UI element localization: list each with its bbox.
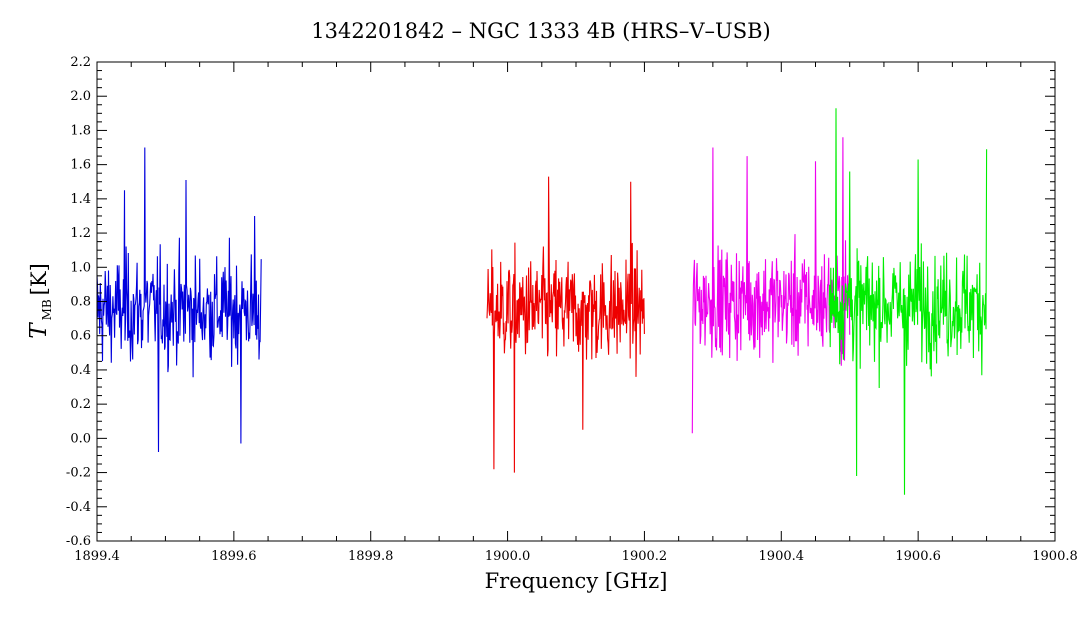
x-tick-label: 1900.4 [759,549,805,564]
y-axis-label: T MB [K] [26,263,54,339]
x-tick-label: 1899.6 [211,549,257,564]
y-tick-label: 0.2 [70,397,91,412]
x-tick-label: 1900.2 [622,549,668,564]
y-tick-label: 1.0 [70,260,91,275]
x-tick-label: 1900.0 [485,549,531,564]
series-line-4 [828,108,988,495]
y-tick-label: 2.0 [70,89,91,104]
series-line-2 [486,176,645,473]
y-tick-label: 0.8 [70,295,91,310]
y-tick-label: 0.0 [70,431,91,446]
y-tick-label: 1.4 [70,192,91,207]
x-axis-label: Frequency [GHz] [485,569,668,593]
series-line-3 [691,137,851,434]
y-tick-label: 1.8 [70,123,91,138]
y-tick-label: 0.6 [70,329,91,344]
x-tick-label: 1900.6 [895,549,941,564]
y-tick-label: 1.2 [70,226,91,241]
y-tick-label: -0.6 [66,534,91,549]
svg-text:TMB[K]: T MB [K] [26,263,54,339]
ticks-layer: 1899.4 1899.6 1899.8 1900.0 1900.2 1900.4 1900… [66,55,1078,564]
x-tick-label: 1899.4 [74,549,120,564]
y-tick-label: 0.4 [70,363,91,378]
chart-title: 1342201842 – NGC 1333 4B (HRS–V–USB) [311,19,771,43]
x-tick-label: 1900.8 [1032,549,1078,564]
y-axis-label-main: T [26,322,52,339]
y-tick-label: -0.2 [66,466,91,481]
y-axis-label-sub: MB [40,299,54,320]
y-tick-label: 1.6 [70,158,91,173]
x-tick-label: 1899.8 [348,549,394,564]
series-layer [97,108,988,495]
y-axis-label-unit: [K] [27,263,51,295]
y-tick-label: 2.2 [70,55,91,70]
series-line-1 [97,147,262,453]
y-tick-label: -0.4 [66,500,91,515]
